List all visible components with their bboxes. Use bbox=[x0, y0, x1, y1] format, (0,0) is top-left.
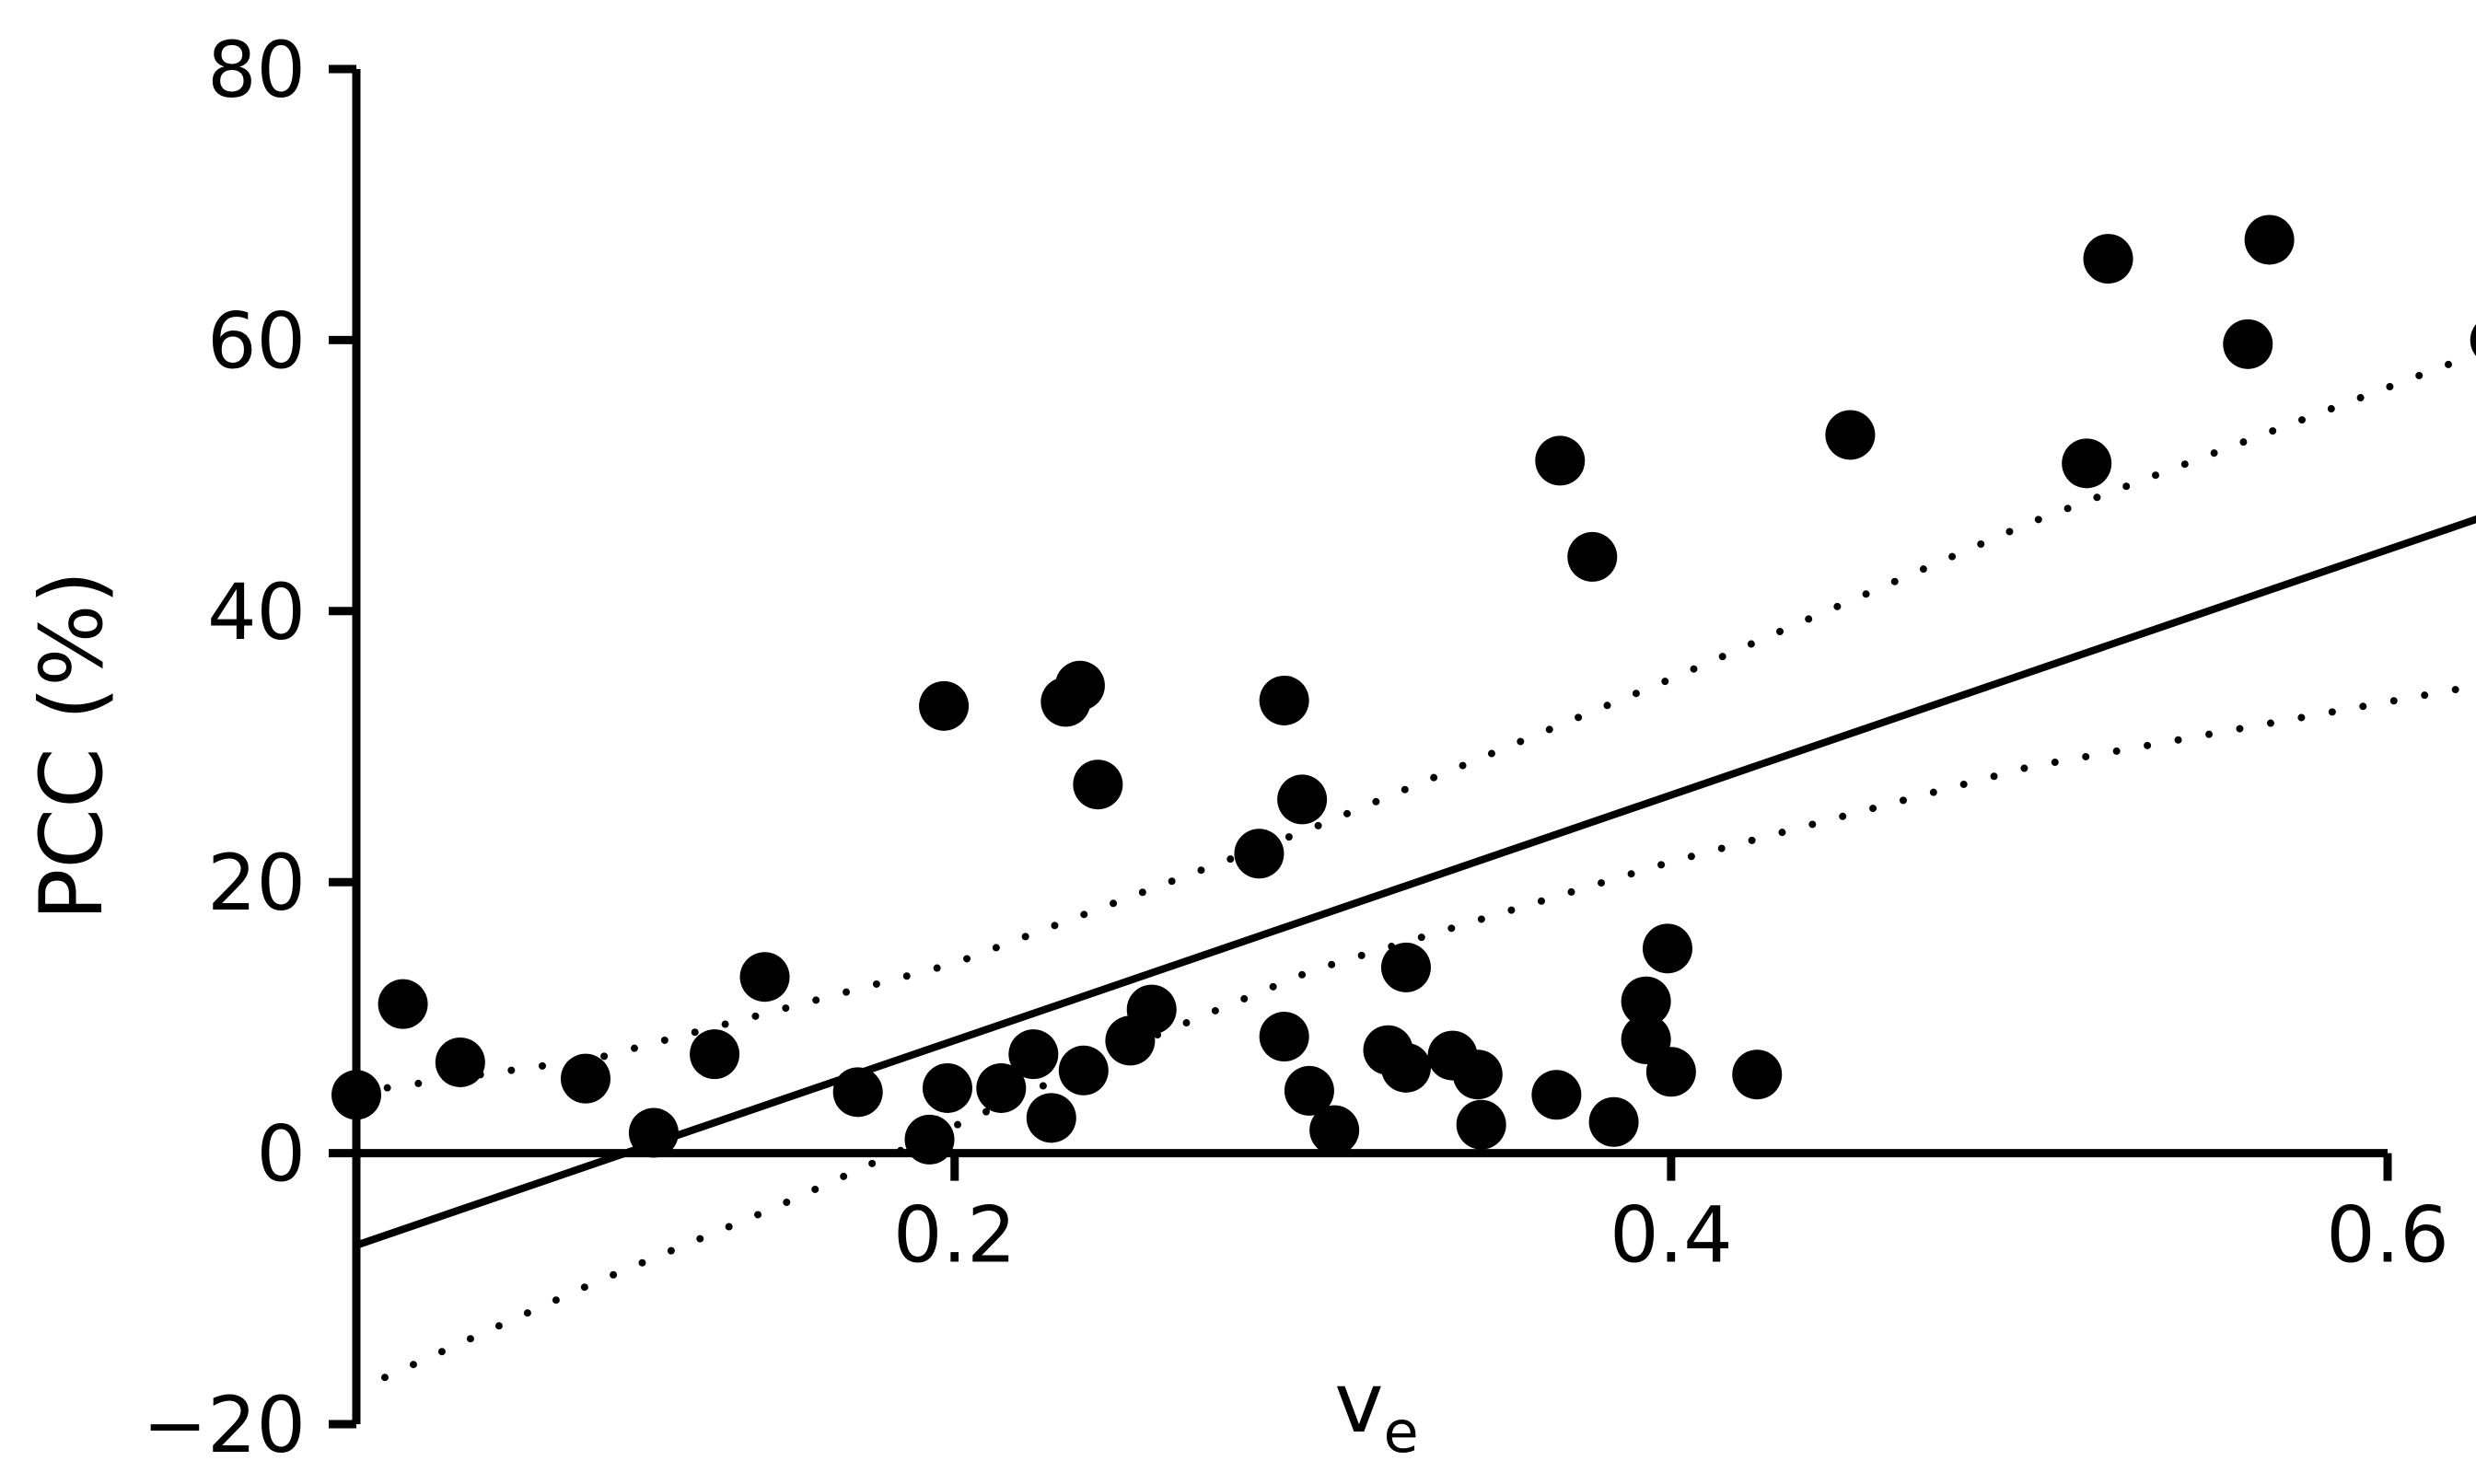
data-point bbox=[832, 1067, 883, 1118]
x-axis-title-subscript: e bbox=[1384, 1398, 1419, 1466]
data-point bbox=[919, 680, 970, 731]
data-point bbox=[690, 1029, 740, 1080]
x-tick-label: 0.6 bbox=[2326, 1190, 2449, 1281]
data-point bbox=[1284, 1065, 1334, 1116]
data-point bbox=[1825, 410, 1876, 460]
data-point bbox=[2244, 214, 2295, 265]
data-point bbox=[1277, 774, 1328, 825]
data-point bbox=[1535, 435, 1586, 486]
data-point bbox=[922, 1062, 972, 1113]
fit-lines bbox=[353, 350, 2476, 1395]
y-tick-label: 60 bbox=[207, 296, 306, 386]
x-axis-title: ve bbox=[1334, 1355, 1418, 1466]
data-point bbox=[1452, 1049, 1503, 1100]
axes: −20 0 20 40 60 80 0.2 0.4 0.6 bbox=[143, 25, 2449, 1470]
data-point bbox=[561, 1053, 611, 1104]
y-axis-title: PCC (%) bbox=[22, 571, 122, 922]
lower-confidence-band bbox=[353, 681, 2476, 1395]
data-point bbox=[1259, 1012, 1309, 1062]
data-point bbox=[1309, 1105, 1360, 1155]
data-point bbox=[1732, 1049, 1783, 1100]
data-point bbox=[1567, 531, 1618, 582]
data-point bbox=[2062, 438, 2112, 489]
data-point bbox=[435, 1037, 485, 1087]
data-point bbox=[976, 1062, 1027, 1113]
data-point bbox=[378, 979, 428, 1029]
data-point bbox=[1126, 984, 1177, 1035]
y-tick-label: 40 bbox=[207, 567, 306, 657]
data-point bbox=[1234, 829, 1284, 879]
x-tick-label: 0.2 bbox=[893, 1190, 1017, 1281]
data-point bbox=[2470, 324, 2476, 356]
data-point bbox=[1645, 1047, 1696, 1097]
data-point bbox=[1008, 1029, 1059, 1080]
data-point bbox=[628, 1107, 679, 1158]
data-point bbox=[1058, 1045, 1109, 1096]
data-points bbox=[331, 214, 2476, 1165]
data-point bbox=[1621, 976, 1671, 1026]
x-tick-label: 0.4 bbox=[1610, 1190, 1733, 1281]
y-tick-label: 20 bbox=[207, 838, 306, 928]
data-point bbox=[1026, 1093, 1076, 1143]
data-point bbox=[1642, 923, 1692, 974]
data-point bbox=[1456, 1099, 1506, 1150]
data-point bbox=[1588, 1096, 1639, 1147]
data-point bbox=[1380, 1042, 1431, 1093]
data-point bbox=[1259, 675, 1309, 725]
data-point bbox=[739, 952, 790, 1003]
x-axis-title-main: v bbox=[1334, 1355, 1383, 1452]
data-point bbox=[1531, 1070, 1582, 1120]
data-point bbox=[1054, 660, 1105, 711]
data-point bbox=[2223, 319, 2273, 369]
data-point bbox=[1380, 942, 1431, 992]
regression-line bbox=[353, 515, 2476, 1249]
y-tick-label: 0 bbox=[257, 1109, 306, 1200]
data-point bbox=[1073, 759, 1123, 810]
y-tick-label: 80 bbox=[207, 25, 306, 115]
data-point bbox=[2083, 234, 2133, 284]
y-tick-label: −20 bbox=[143, 1380, 306, 1470]
